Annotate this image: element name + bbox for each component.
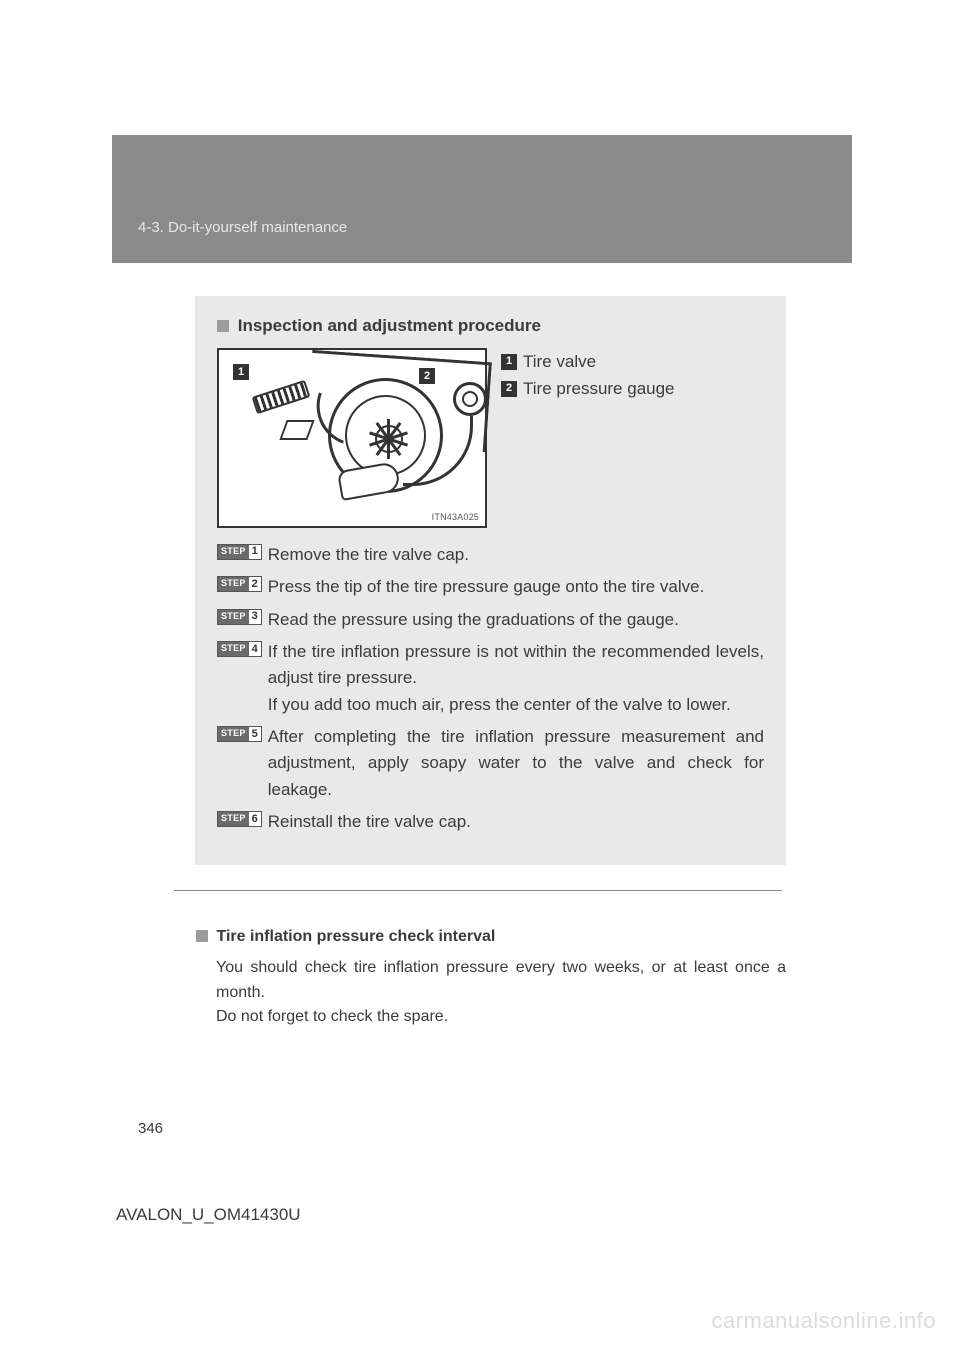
legend-item: 2 Tire pressure gauge [501,375,675,402]
step-number: 4 [249,642,261,656]
callout-box-2: 2 [419,368,435,384]
lower-heading: Tire inflation pressure check interval [216,928,495,945]
document-id: AVALON_U_OM41430U [116,1205,301,1225]
pressure-gauge-icon [453,382,487,416]
figure-code: ITN43A025 [432,512,479,522]
procedure-heading: Inspection and adjustment procedure [238,316,541,335]
lower-body-line2: Do not forget to check the spare. [216,1008,448,1025]
lower-section: Tire inflation pressure check interval Y… [196,925,786,1030]
step-label: STEP [218,727,249,741]
legend-label: Tire valve [523,348,596,375]
lower-heading-row: Tire inflation pressure check interval [196,925,786,950]
square-bullet-icon [217,320,229,332]
step-number: 3 [249,610,261,624]
tire-gauge-illustration: 1 2 ITN43A025 [217,348,487,528]
divider-line [174,890,782,891]
square-bullet-icon [196,930,208,942]
step-label: STEP [218,610,249,624]
legend-item: 1 Tire valve [501,348,675,375]
watermark: carmanualsonline.info [711,1308,936,1334]
page-number: 346 [138,1120,163,1137]
step-badge: STEP 2 [217,576,262,592]
step-text: Press the tip of the tire pressure gauge… [268,574,764,600]
step-label: STEP [218,577,249,591]
valve-cap-icon [279,420,314,440]
procedure-heading-row: Inspection and adjustment procedure [217,316,764,336]
step-text: Reinstall the tire valve cap. [268,809,764,835]
step-row: STEP 1 Remove the tire valve cap. [217,542,764,568]
steps-list: STEP 1 Remove the tire valve cap. STEP 2… [217,542,764,835]
legend-num-box: 2 [501,381,517,397]
step-badge: STEP 1 [217,544,262,560]
tire-valve-icon [252,380,311,414]
illustration-inner [229,360,475,516]
step-number: 2 [249,577,261,591]
step-number: 1 [249,545,261,559]
header-band: 4-3. Do-it-yourself maintenance [112,135,852,263]
step-text-line1: If the tire inflation pressure is not wi… [268,642,764,687]
gauge-hose-icon [403,416,473,486]
callout-box-1: 1 [233,364,249,380]
step-text: If the tire inflation pressure is not wi… [268,639,764,718]
step-row: STEP 3 Read the pressure using the gradu… [217,607,764,633]
step-badge: STEP 4 [217,641,262,657]
legend-num-box: 1 [501,354,517,370]
step-badge: STEP 5 [217,726,262,742]
procedure-box: Inspection and adjustment procedure [195,296,786,865]
step-number: 5 [249,727,261,741]
step-row: STEP 2 Press the tip of the tire pressur… [217,574,764,600]
step-label: STEP [218,642,249,656]
step-text: Read the pressure using the graduations … [268,607,764,633]
figure-legend: 1 Tire valve 2 Tire pressure gauge [501,348,675,528]
legend-label: Tire pressure gauge [523,375,675,402]
step-row: STEP 4 If the tire inflation pressure is… [217,639,764,718]
figure-row: 1 2 ITN43A025 1 Tire valve 2 Tire pressu… [217,348,764,528]
step-badge: STEP 6 [217,811,262,827]
step-label: STEP [218,545,249,559]
step-text: Remove the tire valve cap. [268,542,764,568]
step-text-line2: If you add too much air, press the cente… [268,692,764,718]
lower-body-line1: You should check tire inflation pressure… [216,959,786,1001]
step-number: 6 [249,812,261,826]
lower-body: You should check tire inflation pressure… [216,956,786,1030]
step-row: STEP 5 After completing the tire inflati… [217,724,764,803]
step-text: After completing the tire inflation pres… [268,724,764,803]
step-label: STEP [218,812,249,826]
step-badge: STEP 3 [217,609,262,625]
step-row: STEP 6 Reinstall the tire valve cap. [217,809,764,835]
section-label: 4-3. Do-it-yourself maintenance [138,219,347,236]
spoke [387,419,390,459]
